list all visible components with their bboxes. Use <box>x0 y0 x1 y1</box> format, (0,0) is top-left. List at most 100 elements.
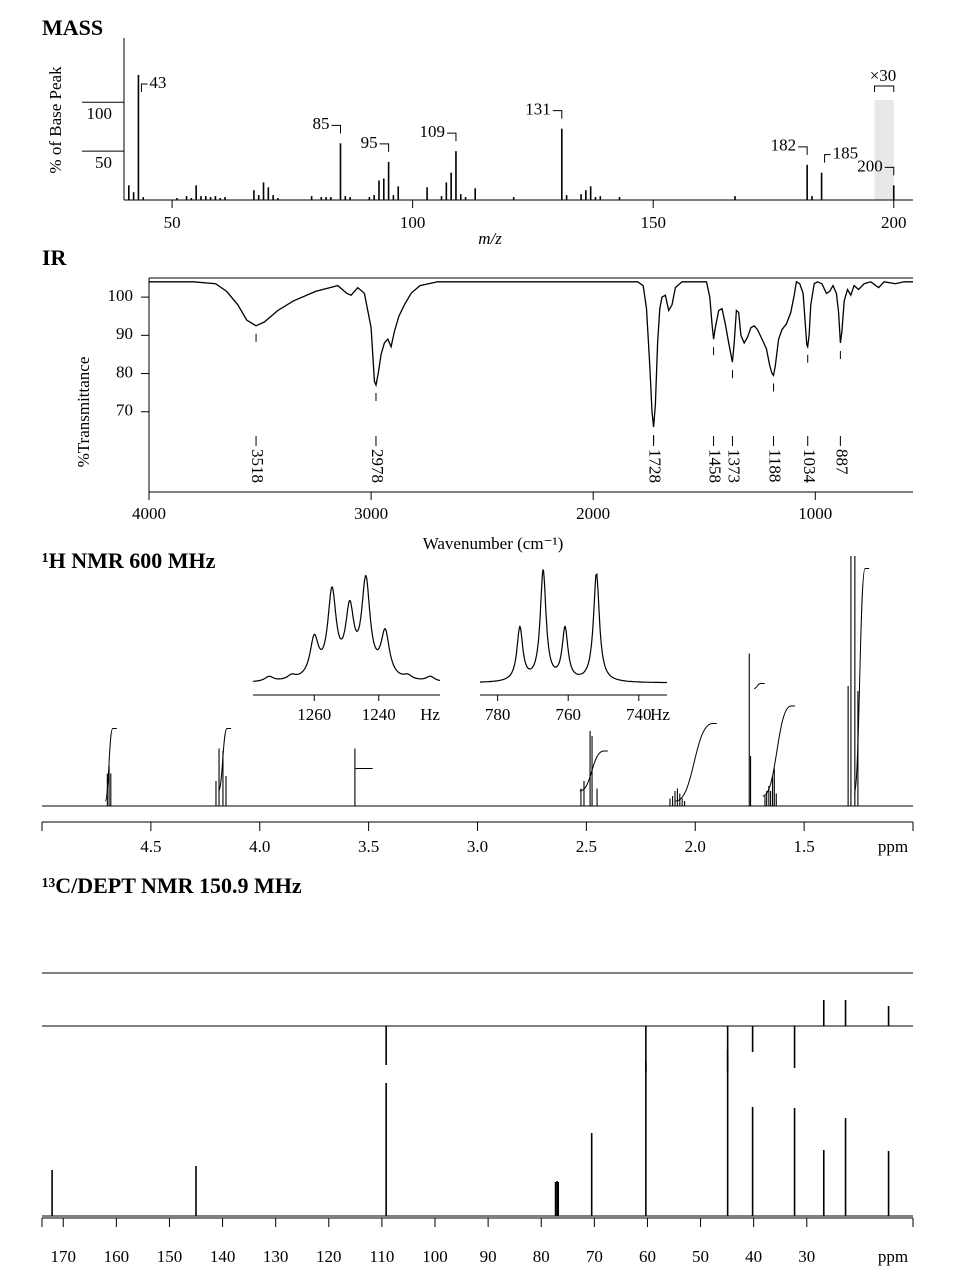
ir-y-label: %Transmittance <box>74 357 93 468</box>
peak-label: 109 <box>419 122 445 141</box>
x-tick-label: 40 <box>745 1247 762 1266</box>
inset-peak <box>280 670 304 680</box>
y-tick-label: 100 <box>108 286 134 305</box>
x-tick-label: 30 <box>798 1247 815 1266</box>
y-tick-label: 70 <box>116 401 133 420</box>
inset-peak <box>302 633 324 672</box>
magnified-bracket <box>874 85 895 92</box>
integral-curve <box>762 705 796 797</box>
x-tick-label: 4000 <box>132 504 166 523</box>
x-tick-label: 200 <box>881 213 907 232</box>
spectrum-line <box>149 280 913 428</box>
mass-title: MASS <box>42 15 103 40</box>
x-tick-label: 2.5 <box>576 837 597 856</box>
peak-label: 887 <box>832 449 851 475</box>
x-tick-label: 50 <box>692 1247 709 1266</box>
inset-unit: Hz <box>650 705 670 724</box>
peak-label: 43 <box>149 73 166 92</box>
inset-peak <box>340 599 359 640</box>
h-nmr-title: ¹H NMR 600 MHz <box>42 548 216 573</box>
x-tick-label: 90 <box>480 1247 497 1266</box>
y-tick-label: 50 <box>95 153 112 172</box>
peak-label: 1188 <box>766 449 785 482</box>
x-tick-label: 1.5 <box>794 837 815 856</box>
inset-tick-label: 1260 <box>297 705 331 724</box>
x-tick-label: 80 <box>533 1247 550 1266</box>
peak-label: 200 <box>857 156 883 175</box>
peak-label: 3518 <box>248 449 267 483</box>
x-tick-label: 2.0 <box>685 837 706 856</box>
inset-tick-label: 760 <box>555 705 581 724</box>
inset-tick-label: 780 <box>485 705 511 724</box>
x-tick-label: 2000 <box>576 504 610 523</box>
peak-label: 1373 <box>725 449 744 483</box>
x-tick-label: 3.0 <box>467 837 488 856</box>
x-tick-label: 4.5 <box>140 837 161 856</box>
inset-tick-label: 740 <box>626 705 652 724</box>
magnification-label: ×30 <box>870 66 897 85</box>
mass-x-label: m/z <box>478 229 502 248</box>
x-tick-label: 60 <box>639 1247 656 1266</box>
inset-peak <box>357 574 377 648</box>
x-tick-label: 120 <box>316 1247 342 1266</box>
label-bracket <box>331 124 341 134</box>
x-tick-label: 1000 <box>798 504 832 523</box>
inset-peak <box>580 572 667 684</box>
inset-tick-label: 1240 <box>362 705 396 724</box>
peak-label: 182 <box>771 136 797 155</box>
integral-curve <box>853 568 870 794</box>
inset-peak <box>374 628 397 671</box>
magnified-region <box>874 100 894 200</box>
x-tick-label: 50 <box>164 213 181 232</box>
ir-x-label: Wavenumber (cm⁻¹) <box>423 534 564 553</box>
peak-label: 185 <box>833 144 859 163</box>
x-tick-label: 160 <box>104 1247 130 1266</box>
inset-peak <box>531 568 555 669</box>
peak-label: 2978 <box>368 449 387 483</box>
integral-curve <box>217 728 232 792</box>
inset-peak <box>322 586 342 648</box>
peak-label: 1034 <box>800 449 819 484</box>
label-bracket <box>884 166 895 176</box>
label-bracket <box>824 154 831 163</box>
y-tick-label: 100 <box>87 104 113 123</box>
label-bracket <box>552 110 563 119</box>
x-tick-label: 110 <box>369 1247 394 1266</box>
peak-label: 1458 <box>706 449 725 483</box>
mass-y-label: % of Base Peak <box>46 66 65 174</box>
inset-unit: Hz <box>420 705 440 724</box>
peak-label: 85 <box>312 114 329 133</box>
label-bracket <box>140 83 148 92</box>
label-bracket <box>798 146 808 155</box>
inset-peak <box>553 625 581 675</box>
x-tick-label: 70 <box>586 1247 603 1266</box>
peak-label: 131 <box>525 100 551 119</box>
y-tick-label: 90 <box>116 324 133 343</box>
label-bracket <box>446 132 457 142</box>
integral-curve <box>104 728 117 802</box>
x-tick-label: 100 <box>400 213 426 232</box>
h-nmr-x-label: ppm <box>878 837 908 856</box>
x-tick-label: 170 <box>50 1247 76 1266</box>
x-tick-label: 150 <box>157 1247 183 1266</box>
x-tick-label: 130 <box>263 1247 289 1266</box>
integral-curve <box>579 750 608 792</box>
peak-label: 1728 <box>646 449 665 483</box>
inset-peak <box>252 675 281 682</box>
x-tick-label: 4.0 <box>249 837 270 856</box>
inset-peak <box>479 624 532 683</box>
x-tick-label: 140 <box>210 1247 236 1266</box>
c-nmr-x-label: ppm <box>878 1247 908 1266</box>
ir-title: IR <box>42 245 68 270</box>
y-tick-label: 80 <box>116 362 133 381</box>
integral-curve <box>675 723 717 802</box>
c-nmr-title: ¹³C/DEPT NMR 150.9 MHz <box>42 873 302 898</box>
inset-peak <box>396 669 419 680</box>
x-tick-label: 150 <box>640 213 666 232</box>
inset-peak <box>419 675 441 682</box>
integral-curve <box>753 683 765 689</box>
x-tick-label: 3.5 <box>358 837 379 856</box>
peak-label: 95 <box>361 133 378 152</box>
